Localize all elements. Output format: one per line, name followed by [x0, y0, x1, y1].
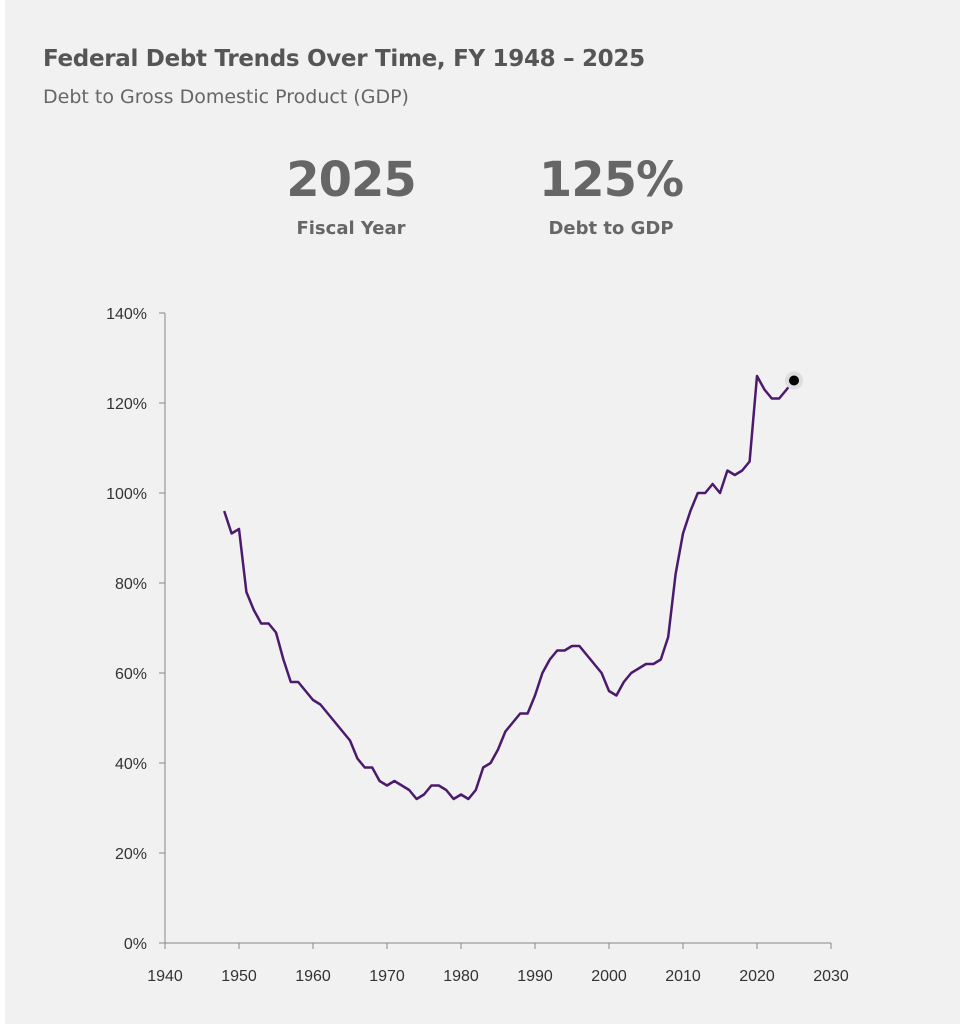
- stat-label: Debt to GDP: [548, 218, 674, 239]
- x-tick-label: 2020: [739, 968, 775, 985]
- debt-to-gdp-line: [223, 374, 795, 801]
- x-tick-label: 2000: [591, 968, 627, 985]
- y-tick-label: 140%: [106, 306, 147, 323]
- chart-title: Federal Debt Trends Over Time, FY 1948 –…: [43, 46, 645, 72]
- x-tick-label: 2010: [665, 968, 701, 985]
- x-tick-label: 1960: [295, 968, 331, 985]
- y-tick-label: 100%: [106, 486, 147, 503]
- stat-fiscal-year: 2025 Fiscal Year: [231, 150, 471, 239]
- x-tick-label: 1980: [443, 968, 479, 985]
- y-tick-label: 0%: [124, 936, 147, 953]
- x-tick-label: 1950: [221, 968, 257, 985]
- stat-debt-to-gdp: 125% Debt to GDP: [491, 150, 731, 239]
- x-tick-label: 2030: [813, 968, 849, 985]
- stat-value: 2025: [286, 152, 417, 208]
- chart-subtitle: Debt to Gross Domestic Product (GDP): [43, 86, 409, 108]
- y-tick-label: 60%: [115, 666, 147, 683]
- highlight-point: [789, 375, 799, 386]
- y-tick-label: 120%: [106, 396, 147, 413]
- y-tick-label: 20%: [115, 846, 147, 863]
- x-tick-label: 1970: [369, 968, 405, 985]
- y-tick-label: 40%: [115, 756, 147, 773]
- x-tick-label: 1990: [517, 968, 553, 985]
- x-tick-label: 1940: [147, 968, 183, 985]
- y-tick-label: 80%: [115, 576, 147, 593]
- stat-value: 125%: [538, 152, 684, 208]
- stat-label: Fiscal Year: [296, 218, 406, 239]
